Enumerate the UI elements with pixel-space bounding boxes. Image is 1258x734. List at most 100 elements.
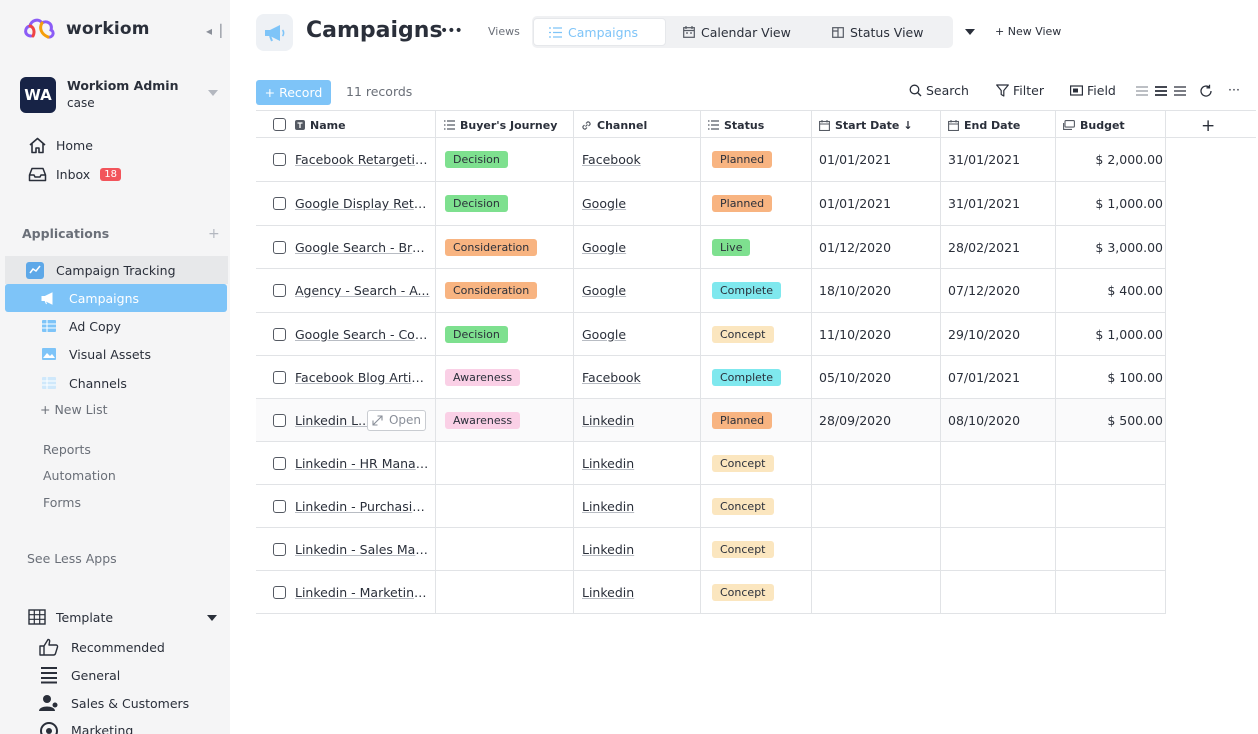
record-name[interactable]: Facebook Retargeting (295, 152, 430, 167)
template-category-recommended[interactable]: Recommended (39, 638, 165, 656)
app-logo[interactable]: workiom (22, 16, 150, 42)
record-name[interactable]: Linkedin - Sales Man... (295, 542, 430, 557)
row-checkbox[interactable] (273, 413, 286, 427)
end-date-cell[interactable]: 07/12/2020 (948, 283, 1021, 298)
channel-link[interactable]: Google (582, 239, 627, 255)
buyers-journey-cell[interactable]: Awareness (445, 399, 521, 441)
end-date-cell[interactable]: 08/10/2020 (948, 412, 1021, 428)
status-cell[interactable]: Complete (712, 356, 782, 398)
status-cell[interactable]: Planned (712, 138, 773, 181)
row-checkbox[interactable] (273, 370, 286, 384)
row-checkbox[interactable] (273, 240, 286, 254)
sidebar-item-reports[interactable]: Reports (43, 442, 91, 457)
start-date-cell[interactable]: 28/09/2020 (819, 412, 892, 428)
record-name[interactable]: Linkedin - Purchasin... (295, 499, 430, 514)
new-list-button[interactable]: + New List (40, 402, 108, 417)
channel-link[interactable]: Facebook (582, 152, 641, 167)
row-checkbox[interactable] (273, 153, 286, 166)
tab-calendar-view[interactable]: Calendar View (683, 18, 791, 46)
end-date-cell[interactable]: 28/02/2021 (948, 239, 1021, 255)
channel-link[interactable]: Google (582, 283, 627, 298)
row-checkbox[interactable] (273, 456, 286, 470)
budget-cell[interactable]: $ 100.00 (1107, 369, 1163, 385)
user-name[interactable]: Workiom Admin (67, 78, 179, 93)
avatar[interactable]: WA (20, 77, 56, 113)
channel-link[interactable]: Linkedin (582, 498, 635, 514)
end-date-cell[interactable]: 31/01/2021 (948, 152, 1021, 167)
column-header-status[interactable]: Status (700, 111, 764, 139)
select-all-checkbox[interactable] (273, 118, 286, 131)
buyers-journey-cell[interactable]: Decision (445, 313, 508, 355)
open-record-button[interactable]: Open (367, 409, 426, 431)
channel-link[interactable]: Linkedin (582, 412, 635, 428)
start-date-cell[interactable]: 05/10/2020 (819, 369, 892, 385)
channel-link[interactable]: Facebook (582, 369, 641, 385)
budget-cell[interactable]: $ 400.00 (1107, 283, 1163, 298)
nav-home[interactable]: Home (28, 137, 93, 154)
buyers-journey-cell[interactable]: Decision (445, 182, 508, 225)
add-column-button[interactable]: + (1201, 116, 1216, 136)
column-header-end-date[interactable]: End Date (940, 111, 1020, 139)
channel-link[interactable]: Google (582, 196, 627, 211)
record-name[interactable]: Google Search - Com... (295, 327, 430, 342)
end-date-cell[interactable]: 31/01/2021 (948, 196, 1021, 211)
end-date-cell[interactable]: 29/10/2020 (948, 326, 1021, 342)
budget-cell[interactable]: $ 1,000.00 (1095, 326, 1163, 342)
sidebar-item-forms[interactable]: Forms (43, 495, 82, 510)
page-more-button[interactable]: ••• (440, 23, 463, 39)
row-height-short-button[interactable] (1136, 86, 1152, 96)
budget-cell[interactable]: $ 2,000.00 (1095, 152, 1163, 167)
sort-desc-icon[interactable]: ↓ (903, 118, 913, 132)
new-view-button[interactable]: + New View (995, 25, 1062, 38)
list-item-visual-assets[interactable]: Visual Assets (5, 340, 227, 368)
channel-link[interactable]: Linkedin (582, 584, 635, 600)
column-header-start-date[interactable]: Start Date ↓ (811, 111, 913, 139)
user-menu-caret-icon[interactable] (208, 90, 218, 96)
budget-cell[interactable]: $ 3,000.00 (1095, 239, 1163, 255)
record-name[interactable]: Google Search - Bra... (295, 240, 430, 255)
start-date-cell[interactable]: 11/10/2020 (819, 326, 892, 342)
status-cell[interactable]: Complete (712, 269, 782, 312)
status-cell[interactable]: Live (712, 226, 751, 268)
refresh-button[interactable] (1199, 84, 1217, 98)
record-name[interactable]: Agency - Search - A... (295, 283, 430, 298)
row-checkbox[interactable] (273, 197, 286, 210)
add-record-button[interactable]: + Record (256, 80, 331, 105)
add-application-icon[interactable]: + (208, 226, 220, 242)
list-item-ad-copy[interactable]: Ad Copy (5, 312, 227, 340)
table-row[interactable]: Linkedin - Purchasin... Linkedin Concept (256, 485, 1166, 528)
table-row[interactable]: Linkedin - Marketing ... Linkedin Concept (256, 571, 1166, 614)
tab-status-view[interactable]: Status View (832, 18, 923, 46)
row-checkbox[interactable] (273, 542, 286, 556)
table-row[interactable]: Linkedin - Sales Man... Linkedin Concept (256, 528, 1166, 571)
template-category-marketing[interactable]: Marketing (39, 721, 133, 734)
list-item-channels[interactable]: Channels (5, 369, 227, 397)
table-row[interactable]: Google Search - Bra... Consideration Googl… (256, 226, 1166, 269)
list-item-campaigns[interactable]: Campaigns (5, 284, 227, 312)
row-checkbox[interactable] (273, 327, 286, 341)
status-cell[interactable]: Concept (712, 528, 774, 570)
table-row[interactable]: Agency - Search - A... Consideration Googl… (256, 269, 1166, 313)
column-header-channel[interactable]: Channel (573, 111, 647, 139)
budget-cell[interactable]: $ 1,000.00 (1095, 196, 1163, 211)
table-row[interactable]: Facebook Blog Articl... Awareness Facebook… (256, 356, 1166, 399)
toolbar-more-button[interactable]: ··· (1228, 82, 1240, 97)
start-date-cell[interactable]: 18/10/2020 (819, 283, 892, 298)
template-category-sales[interactable]: Sales & Customers (39, 694, 189, 712)
row-checkbox[interactable] (273, 284, 286, 297)
buyers-journey-cell[interactable]: Consideration (445, 269, 538, 312)
status-cell[interactable]: Concept (712, 485, 774, 527)
table-row[interactable]: Google Search - Com... Decision Google Conc… (256, 313, 1166, 356)
table-row[interactable]: Linkedin - HR Manag... Linkedin Concept (256, 442, 1166, 485)
buyers-journey-cell[interactable]: Decision (445, 138, 508, 181)
status-cell[interactable]: Concept (712, 313, 774, 355)
buyers-journey-cell[interactable]: Awareness (445, 356, 521, 398)
record-name[interactable]: Facebook Blog Articl... (295, 370, 430, 385)
row-checkbox[interactable] (273, 499, 286, 513)
filter-button[interactable]: Filter (996, 83, 1044, 98)
row-checkbox[interactable] (273, 585, 286, 599)
search-button[interactable]: Search (909, 83, 969, 98)
column-header-budget[interactable]: Budget (1055, 111, 1125, 139)
column-header-name[interactable]: Name (287, 111, 346, 139)
app-campaign-tracking[interactable]: Campaign Tracking (5, 256, 228, 284)
